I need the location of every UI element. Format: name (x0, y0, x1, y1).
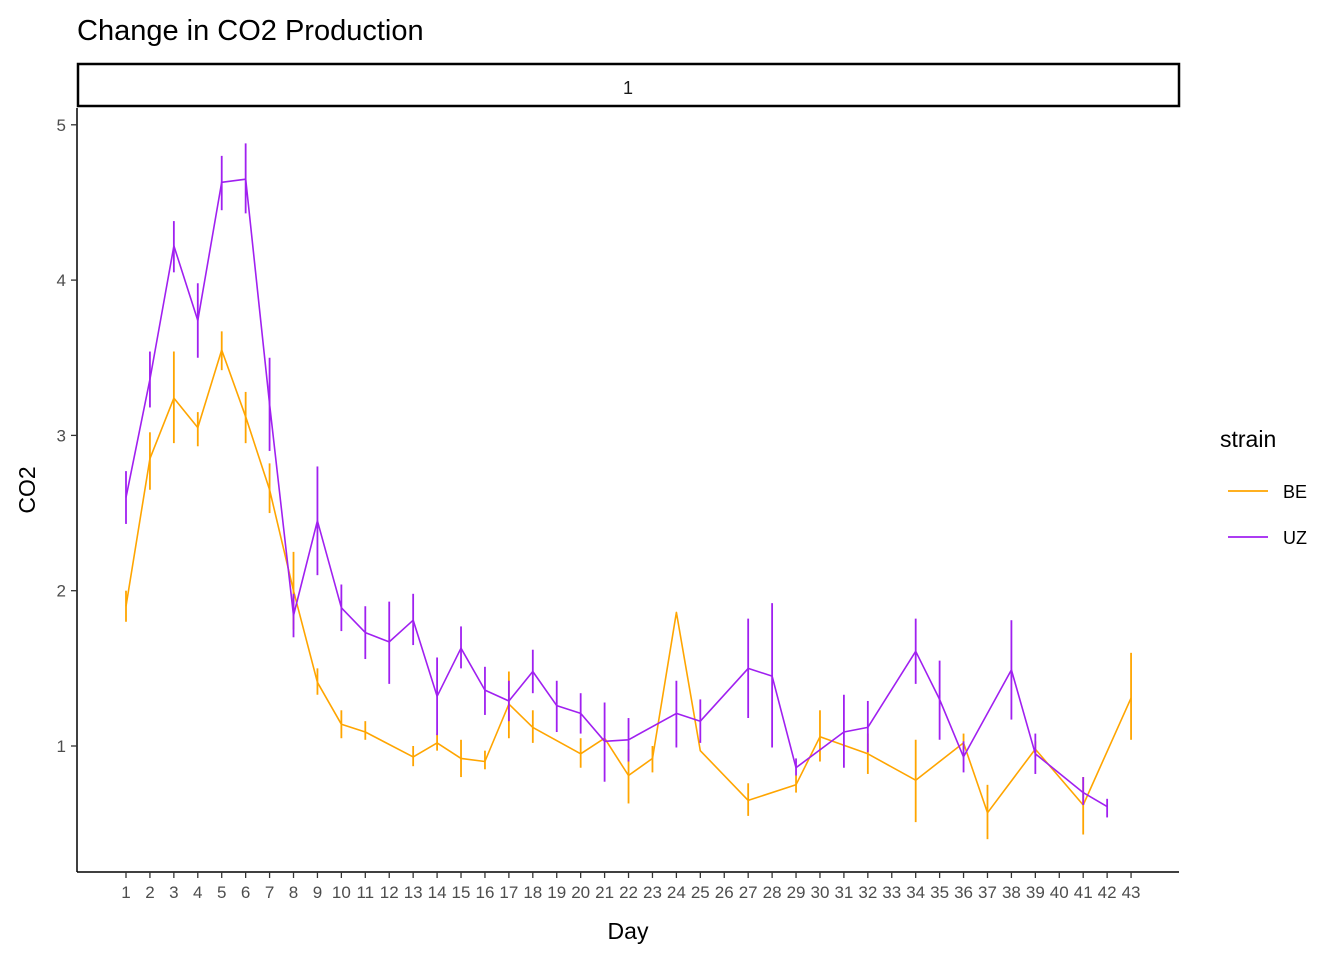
y-tick-label: 3 (57, 426, 66, 445)
x-tick-label: 2 (145, 883, 154, 902)
legend: strain BE UZ (1220, 426, 1307, 548)
x-tick-label: 42 (1098, 883, 1117, 902)
x-tick-label: 31 (834, 883, 853, 902)
x-axis-title: Day (608, 918, 649, 944)
x-tick-label: 41 (1074, 883, 1093, 902)
chart-title: Change in CO2 Production (77, 15, 424, 47)
x-tick-label: 20 (571, 883, 590, 902)
x-tick-label: 11 (356, 883, 374, 902)
x-tick-label: 27 (739, 883, 758, 902)
y-tick-label: 2 (57, 582, 66, 601)
y-axis-ticks: 1 2 3 4 5 (57, 116, 77, 756)
legend-title: strain (1220, 426, 1276, 452)
legend-item-uz: UZ (1228, 528, 1307, 548)
x-tick-label: 3 (169, 883, 178, 902)
facet-strip-box (76, 62, 1181, 108)
x-tick-label: 19 (547, 883, 566, 902)
y-tick-label: 1 (57, 737, 66, 756)
x-tick-label: 43 (1122, 883, 1141, 902)
x-tick-label: 10 (332, 883, 351, 902)
x-tick-label: 35 (930, 883, 949, 902)
x-tick-label: 36 (954, 883, 973, 902)
x-tick-label: 14 (428, 883, 447, 902)
y-axis-title: CO2 (14, 466, 40, 513)
x-tick-label: 22 (619, 883, 638, 902)
x-tick-label: 17 (499, 883, 518, 902)
x-tick-label: 13 (404, 883, 423, 902)
x-tick-label: 32 (858, 883, 877, 902)
legend-item-be: BE (1228, 482, 1307, 502)
x-tick-label: 21 (595, 883, 614, 902)
x-tick-label: 9 (313, 883, 322, 902)
x-tick-label: 34 (906, 883, 925, 902)
x-tick-label: 28 (763, 883, 782, 902)
y-tick-label: 4 (57, 271, 66, 290)
x-tick-label: 15 (452, 883, 471, 902)
x-tick-label: 24 (667, 883, 686, 902)
x-tick-label: 16 (475, 883, 494, 902)
x-tick-label: 5 (217, 883, 226, 902)
x-tick-label: 18 (523, 883, 542, 902)
series-be (125, 331, 1132, 840)
x-tick-label: 37 (978, 883, 997, 902)
y-tick-label: 5 (57, 116, 66, 135)
x-tick-label: 7 (265, 883, 274, 902)
x-tick-label: 6 (241, 883, 250, 902)
x-tick-label: 1 (121, 883, 130, 902)
x-tick-label: 25 (691, 883, 710, 902)
facet-strip: 1 (76, 62, 1181, 108)
x-axis-ticks: 1 2 3 4 5 6 7 8 9 10 11 12 13 14 15 16 17 18 19 20 21 22 23 24 2… (121, 872, 1141, 902)
x-tick-label: 8 (289, 883, 298, 902)
series-uz (125, 143, 1109, 818)
legend-label-uz: UZ (1283, 528, 1307, 548)
facet-strip-label: 1 (623, 78, 633, 98)
x-tick-label: 33 (882, 883, 901, 902)
legend-label-be: BE (1283, 482, 1307, 502)
x-tick-label: 30 (811, 883, 830, 902)
x-tick-label: 38 (1002, 883, 1021, 902)
x-tick-label: 12 (380, 883, 399, 902)
x-tick-label: 40 (1050, 883, 1069, 902)
x-tick-label: 29 (787, 883, 806, 902)
series-line-uz (125, 178, 1108, 808)
x-tick-label: 4 (193, 883, 202, 902)
x-tick-label: 39 (1026, 883, 1045, 902)
x-tick-label: 23 (643, 883, 662, 902)
series-layer (125, 143, 1132, 840)
x-tick-label: 26 (715, 883, 734, 902)
